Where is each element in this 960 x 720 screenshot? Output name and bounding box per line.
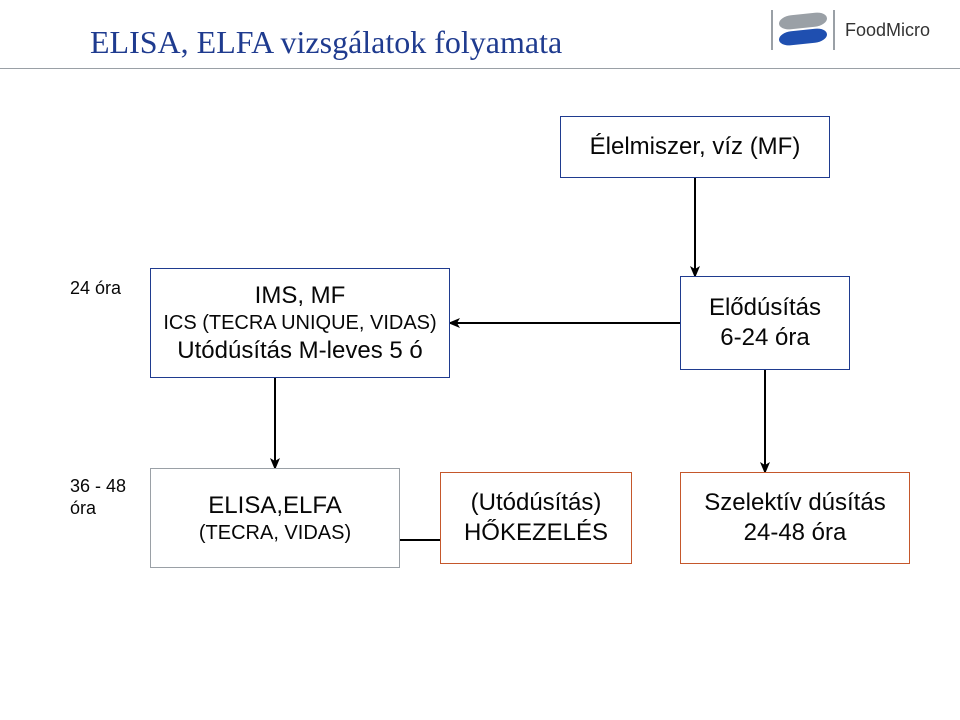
node-sample-line: Élelmiszer, víz (MF) bbox=[590, 132, 801, 162]
node-heat-line: (Utódúsítás) bbox=[471, 488, 602, 518]
time-label-t3648: 36 - 48óra bbox=[70, 476, 126, 519]
node-sample: Élelmiszer, víz (MF) bbox=[560, 116, 830, 178]
node-pre-line: 6-24 óra bbox=[720, 323, 809, 353]
node-ims-line: Utódúsítás M-leves 5 ó bbox=[177, 336, 422, 366]
node-selective-line: Szelektív dúsítás bbox=[704, 488, 885, 518]
foodmicro-wave-icon bbox=[771, 10, 835, 50]
node-elisa-line: (TECRA, VIDAS) bbox=[199, 521, 351, 546]
node-ims-line: ICS (TECRA UNIQUE, VIDAS) bbox=[163, 311, 436, 336]
node-heat-line: HŐKEZELÉS bbox=[464, 518, 608, 548]
node-heat: (Utódúsítás)HŐKEZELÉS bbox=[440, 472, 632, 564]
node-pre: Elődúsítás6-24 óra bbox=[680, 276, 850, 370]
brand-name: FoodMicro bbox=[845, 20, 930, 41]
flowchart-canvas: Élelmiszer, víz (MF) IMS, MFICS (TECRA UN… bbox=[0, 78, 960, 720]
node-elisa: ELISA,ELFA(TECRA, VIDAS) bbox=[150, 468, 400, 568]
time-label-t24: 24 óra bbox=[70, 278, 121, 300]
node-selective-line: 24-48 óra bbox=[744, 518, 847, 548]
brand-logo: FoodMicro bbox=[771, 10, 930, 50]
slide-title: ELISA, ELFA vizsgálatok folyamata bbox=[90, 24, 562, 61]
header-divider bbox=[0, 68, 960, 69]
slide-header: ELISA, ELFA vizsgálatok folyamata FoodMi… bbox=[0, 0, 960, 78]
node-selective: Szelektív dúsítás24-48 óra bbox=[680, 472, 910, 564]
node-ims-line: IMS, MF bbox=[255, 281, 346, 311]
node-elisa-line: ELISA,ELFA bbox=[208, 491, 341, 521]
node-pre-line: Elődúsítás bbox=[709, 293, 821, 323]
node-ims: IMS, MFICS (TECRA UNIQUE, VIDAS)Utódúsít… bbox=[150, 268, 450, 378]
